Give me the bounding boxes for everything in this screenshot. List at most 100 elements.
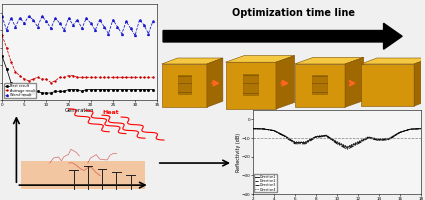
Average result xyxy=(110,76,116,79)
Direction3 xyxy=(282,135,287,138)
X-axis label: Generation: Generation xyxy=(65,108,94,113)
Direction2 xyxy=(292,142,298,144)
Polygon shape xyxy=(361,64,414,106)
Worst result xyxy=(110,19,116,21)
Worst result xyxy=(150,20,156,23)
Best result xyxy=(133,88,138,91)
Worst result xyxy=(17,17,23,19)
Average result xyxy=(115,76,120,79)
Direction1 xyxy=(313,135,318,138)
Best result xyxy=(88,88,94,91)
Direction2 xyxy=(345,147,350,150)
Direction4 xyxy=(418,127,423,130)
Worst result xyxy=(22,22,27,24)
Legend: Best result, Average result, Worst result: Best result, Average result, Worst resul… xyxy=(4,83,37,98)
Worst result xyxy=(35,25,40,28)
Average result xyxy=(48,81,54,84)
Average result xyxy=(0,34,5,37)
Worst result xyxy=(102,25,107,28)
Polygon shape xyxy=(226,62,276,109)
Best result xyxy=(146,88,151,91)
Polygon shape xyxy=(162,58,223,64)
Best result xyxy=(31,92,36,94)
Polygon shape xyxy=(243,74,258,95)
Direction2 xyxy=(271,129,276,132)
Direction2 xyxy=(387,138,392,140)
Direction2 xyxy=(376,139,381,141)
Direction1 xyxy=(345,146,350,149)
Worst result xyxy=(142,24,147,26)
Direction4 xyxy=(355,141,360,143)
Polygon shape xyxy=(276,56,295,109)
Polygon shape xyxy=(345,57,364,107)
Average result xyxy=(40,78,45,80)
Average result xyxy=(106,76,111,79)
Direction1 xyxy=(355,141,360,144)
Best result xyxy=(75,88,80,91)
Direction1 xyxy=(282,135,287,137)
Direction3 xyxy=(345,148,350,150)
Average result xyxy=(75,76,80,79)
Best result xyxy=(57,90,62,92)
Direction1 xyxy=(376,138,381,141)
Average result xyxy=(88,76,94,79)
Direction3 xyxy=(366,137,371,139)
Worst result xyxy=(115,25,120,28)
Average result xyxy=(22,78,27,80)
Average result xyxy=(142,76,147,79)
Average result xyxy=(79,76,85,79)
Worst result xyxy=(13,25,18,28)
Worst result xyxy=(93,29,98,31)
Best result xyxy=(137,88,142,91)
Line: Direction3: Direction3 xyxy=(253,129,421,149)
Direction1 xyxy=(324,134,329,137)
Direction3 xyxy=(303,143,308,145)
Direction1 xyxy=(418,127,423,130)
Direction3 xyxy=(261,128,266,130)
Best result xyxy=(110,88,116,91)
Worst result xyxy=(4,29,9,31)
Direction4 xyxy=(261,128,266,130)
Average result xyxy=(124,76,129,79)
Worst result xyxy=(57,22,62,24)
Best result xyxy=(8,81,14,84)
Average result xyxy=(71,74,76,77)
Best result xyxy=(22,94,27,96)
Worst result xyxy=(0,15,5,17)
Average result xyxy=(53,80,58,82)
Direction4 xyxy=(313,135,318,137)
Direction2 xyxy=(303,142,308,144)
Direction4 xyxy=(271,129,276,132)
Worst result xyxy=(84,17,89,19)
Line: Direction2: Direction2 xyxy=(253,129,421,148)
Polygon shape xyxy=(295,64,345,107)
Polygon shape xyxy=(162,64,207,107)
Best result xyxy=(128,88,133,91)
Worst result xyxy=(88,22,94,24)
Direction3 xyxy=(397,131,402,134)
Polygon shape xyxy=(312,75,327,94)
Average result xyxy=(93,76,98,79)
Average result xyxy=(4,46,9,49)
Best result xyxy=(26,94,31,96)
Best result xyxy=(106,88,111,91)
Best result xyxy=(4,67,9,70)
Best result xyxy=(71,88,76,91)
Average result xyxy=(62,76,67,79)
Direction3 xyxy=(271,130,276,132)
Direction3 xyxy=(250,127,255,130)
Direction1 xyxy=(303,141,308,144)
Worst result xyxy=(128,27,133,30)
Best result xyxy=(40,92,45,94)
Direction4 xyxy=(334,140,339,143)
Direction4 xyxy=(282,134,287,137)
Polygon shape xyxy=(361,58,425,64)
Best result xyxy=(84,88,89,91)
Direction4 xyxy=(366,136,371,138)
Average result xyxy=(44,78,49,80)
Average result xyxy=(66,74,71,77)
Average result xyxy=(26,80,31,82)
Direction3 xyxy=(334,142,339,145)
Average result xyxy=(35,76,40,79)
Best result xyxy=(44,92,49,94)
